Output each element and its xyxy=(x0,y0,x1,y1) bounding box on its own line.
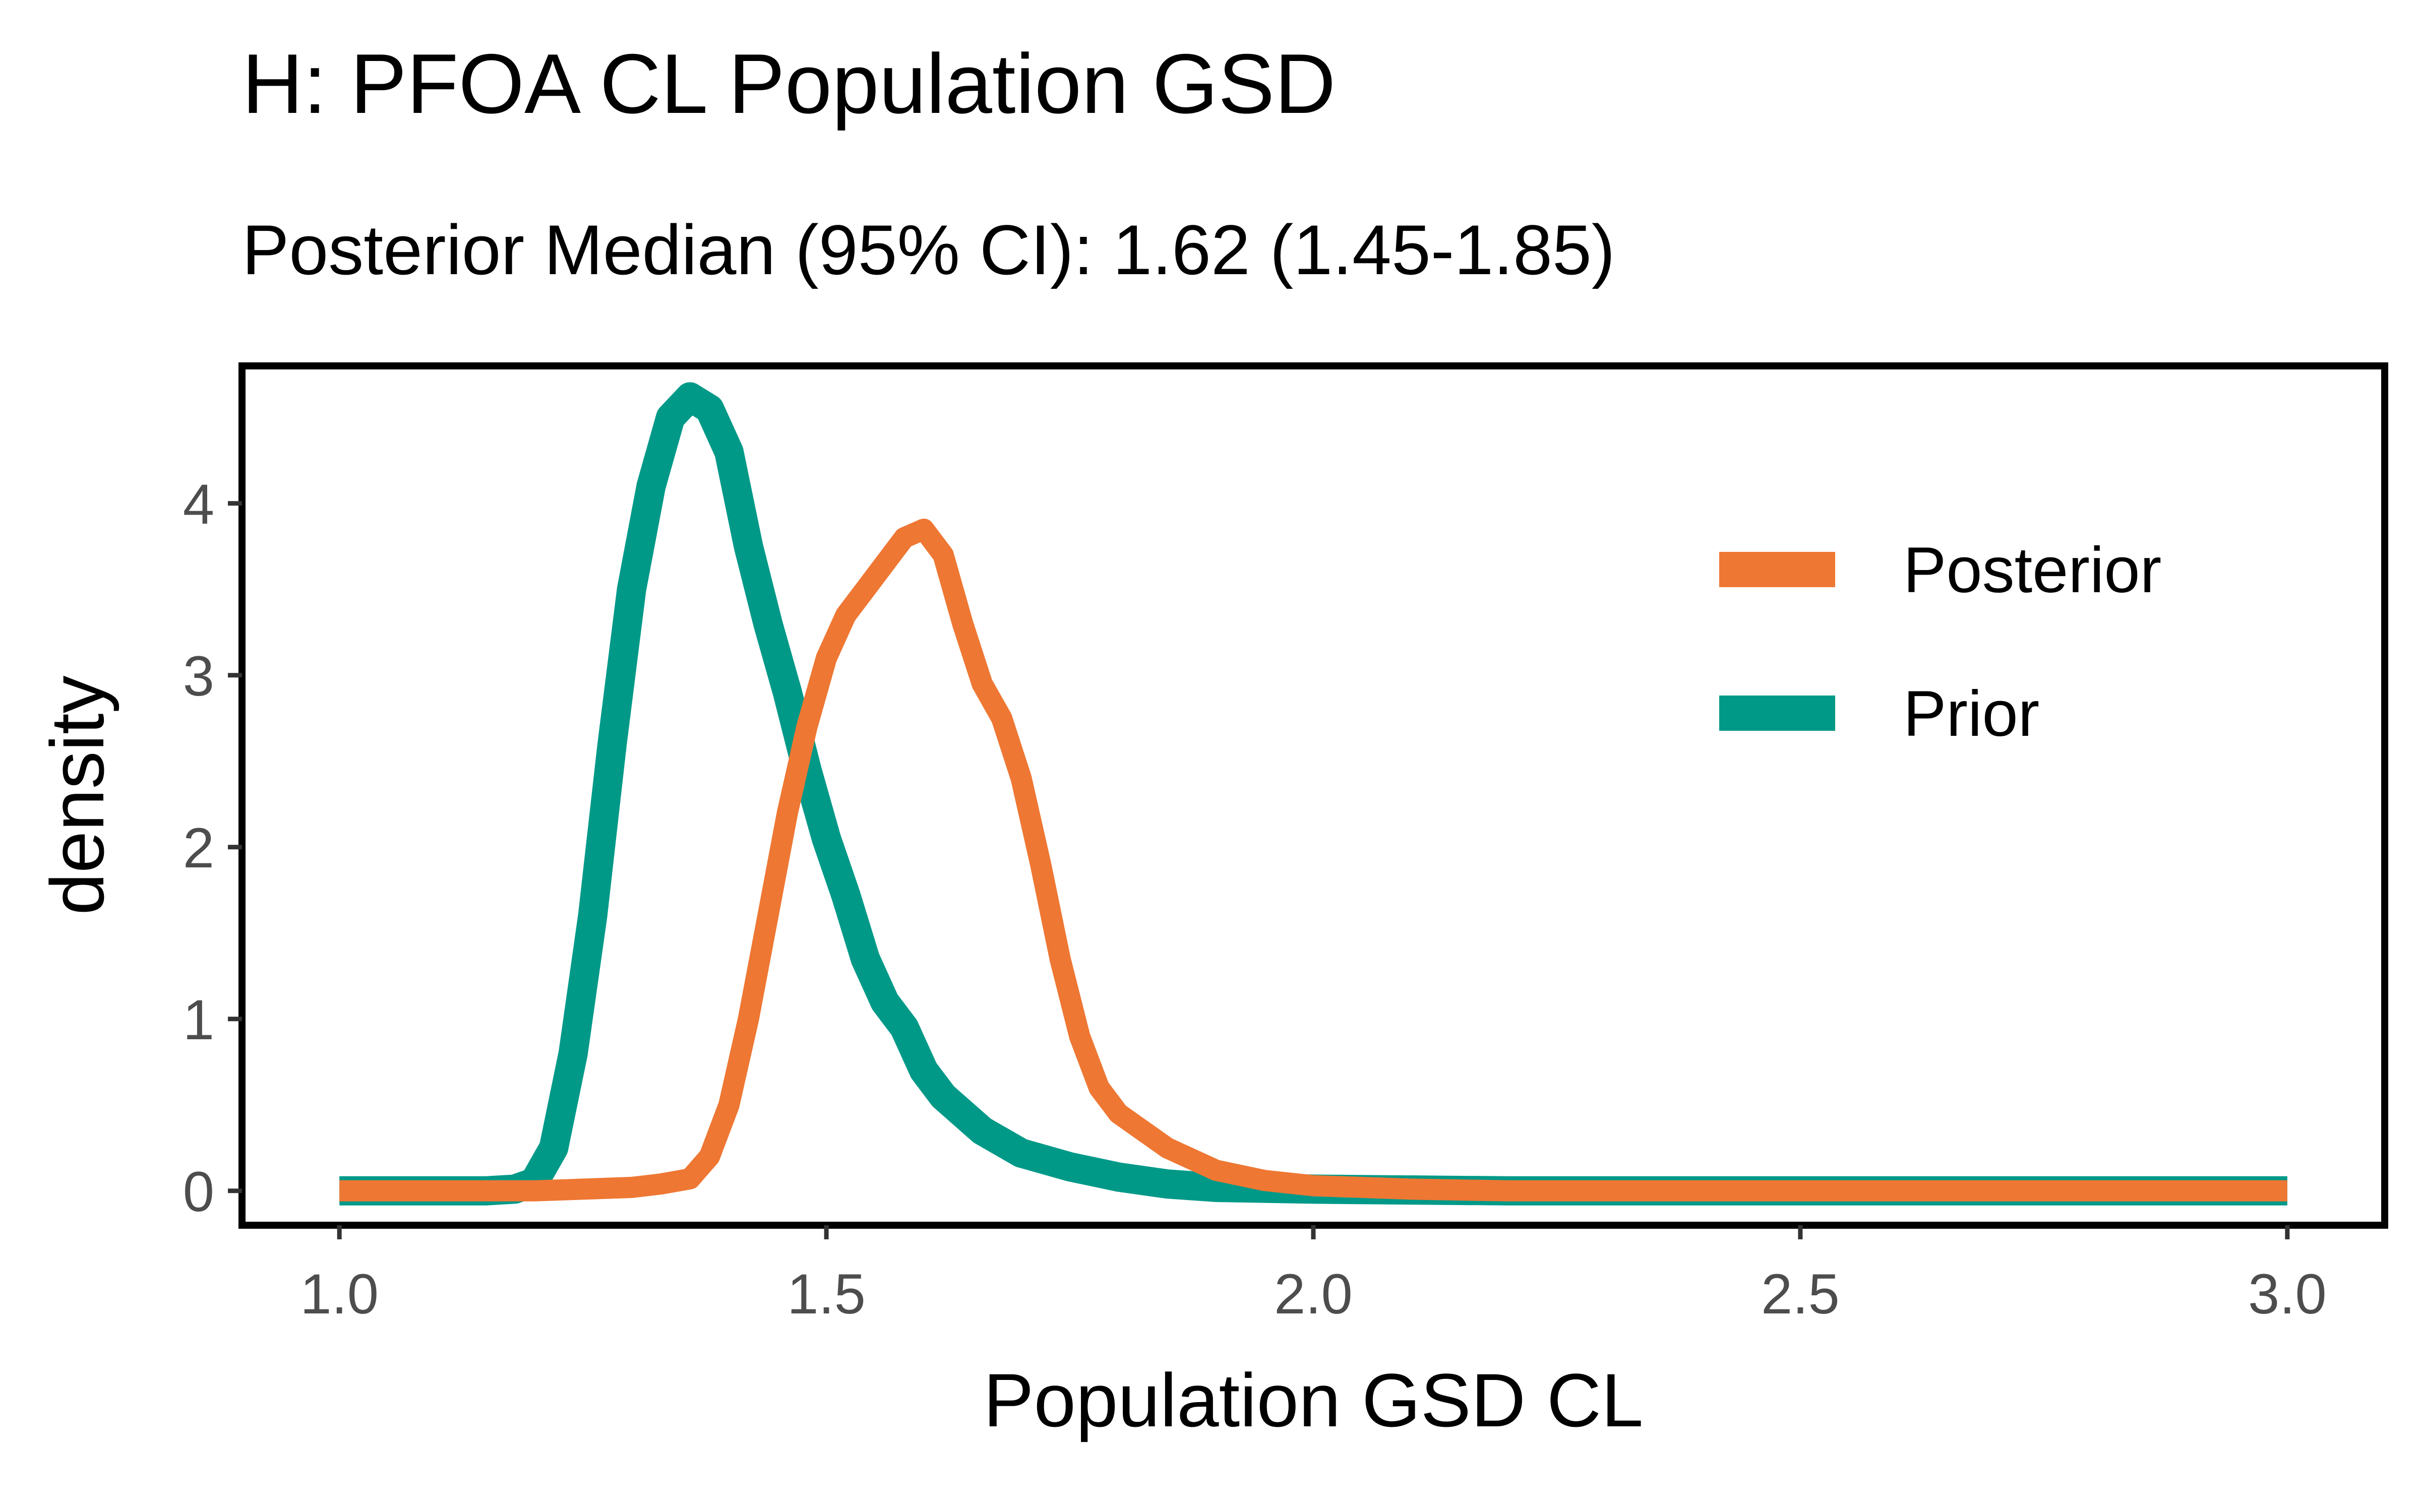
legend-label-prior: Prior xyxy=(1903,678,2039,750)
x-tick-label: 2.5 xyxy=(1761,1263,1840,1326)
x-tick-label: 3.0 xyxy=(2248,1263,2327,1326)
y-tick-label: 0 xyxy=(183,1160,214,1223)
series-line-prior xyxy=(339,382,2287,1206)
chart-subtitle: Posterior Median (95% CI): 1.62 (1.45-1.… xyxy=(242,210,1615,289)
y-tick-label: 1 xyxy=(183,988,214,1051)
chart-title: H: PFOA CL Population GSD xyxy=(242,36,1336,131)
x-axis: 1.0 1.5 2.0 2.5 3.0 xyxy=(300,1225,2327,1326)
x-axis-title: Population GSD CL xyxy=(983,1358,1643,1442)
x-tick-label: 1.5 xyxy=(787,1263,866,1326)
y-tick-label: 2 xyxy=(183,816,214,879)
series-line-posterior xyxy=(339,519,2287,1202)
legend-label-posterior: Posterior xyxy=(1903,534,2161,606)
y-axis: 0 1 2 3 4 xyxy=(183,473,242,1223)
y-axis-title: density xyxy=(35,675,119,915)
legend: Posterior Prior xyxy=(1719,534,2161,750)
x-tick-label: 2.0 xyxy=(1274,1263,1353,1326)
y-tick-label: 3 xyxy=(183,645,214,708)
series-layer xyxy=(339,382,2287,1206)
y-tick-label: 4 xyxy=(183,473,214,536)
x-tick-label: 1.0 xyxy=(300,1263,379,1326)
